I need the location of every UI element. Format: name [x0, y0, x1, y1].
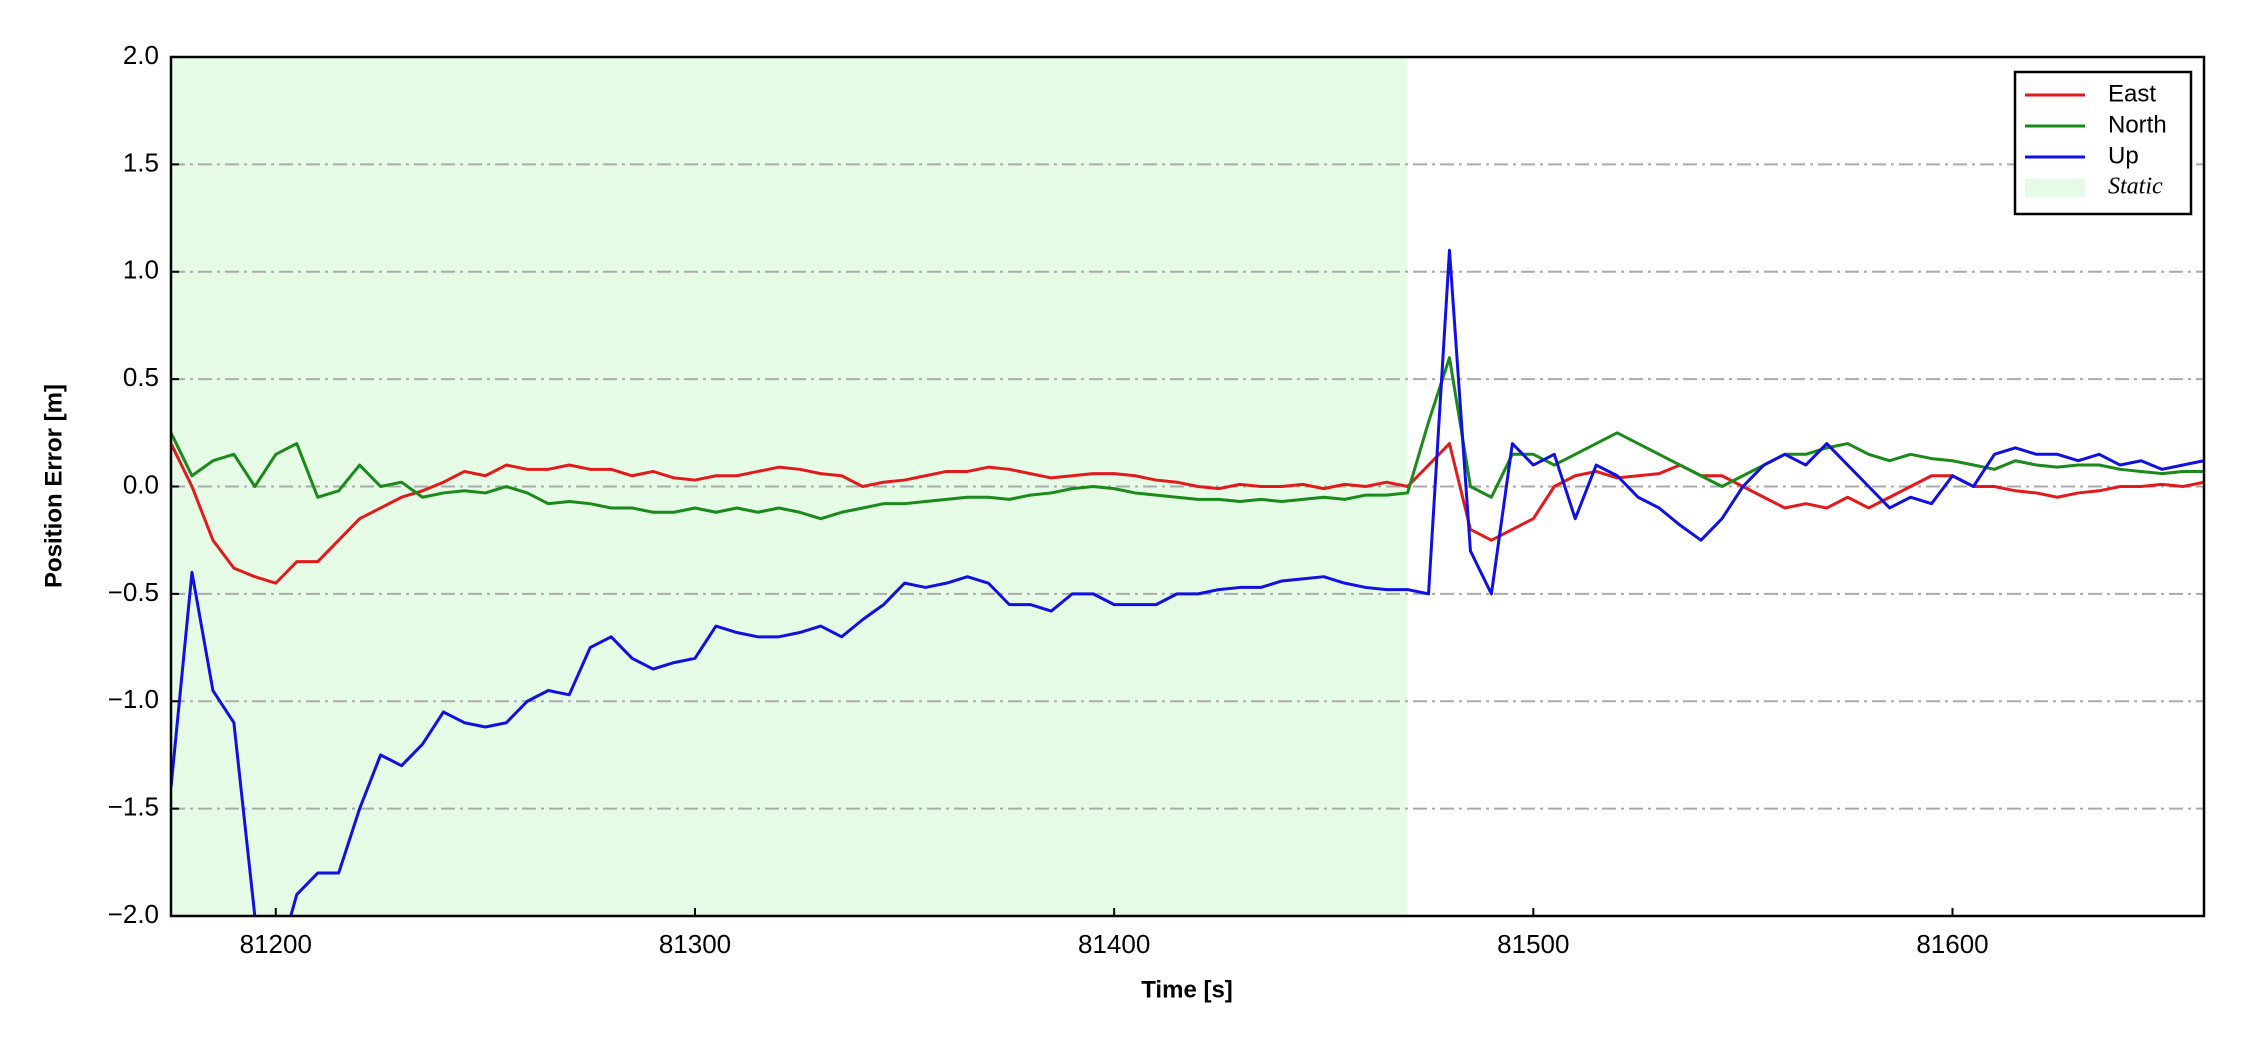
legend-swatch — [2025, 179, 2085, 197]
legend-label: Up — [2108, 142, 2139, 169]
y-tick-label: 0.5 — [123, 362, 159, 392]
y-tick-label: 0.0 — [123, 469, 159, 499]
y-tick-label: 1.0 — [123, 255, 159, 285]
y-tick-label: −1.5 — [108, 792, 159, 822]
y-tick-label: 2.0 — [123, 40, 159, 70]
grid — [171, 163, 2204, 810]
y-tick-label: 1.5 — [123, 147, 159, 177]
y-tick-label: −1.0 — [108, 684, 159, 714]
x-tick-label: 81300 — [659, 929, 731, 959]
legend-label: Static — [2108, 174, 2163, 200]
legend-label: East — [2108, 80, 2156, 107]
x-axis-label: Time [s] — [1141, 976, 1233, 1003]
plot-lines — [171, 248, 2204, 916]
x-tick-label: 81200 — [240, 929, 312, 959]
legend-label: North — [2108, 111, 2167, 138]
x-tick-label: 81600 — [1916, 929, 1988, 959]
x-tick-label: 81500 — [1497, 929, 1569, 959]
y-axis-label: Position Error [m] — [40, 384, 67, 588]
series-line — [171, 442, 2204, 585]
y-tick-label: −0.5 — [108, 577, 159, 607]
series-line — [171, 248, 2204, 916]
y-tick-label: −2.0 — [108, 899, 159, 929]
x-tick-label: 81400 — [1078, 929, 1150, 959]
ticks: −2.0 −1.5 −1.0 −0.5 0.0 0.5 1.0 1.5 2.0 81200 8130… — [108, 40, 1989, 959]
legend: East North Up Static — [2013, 70, 2193, 216]
series-line — [171, 356, 2204, 521]
